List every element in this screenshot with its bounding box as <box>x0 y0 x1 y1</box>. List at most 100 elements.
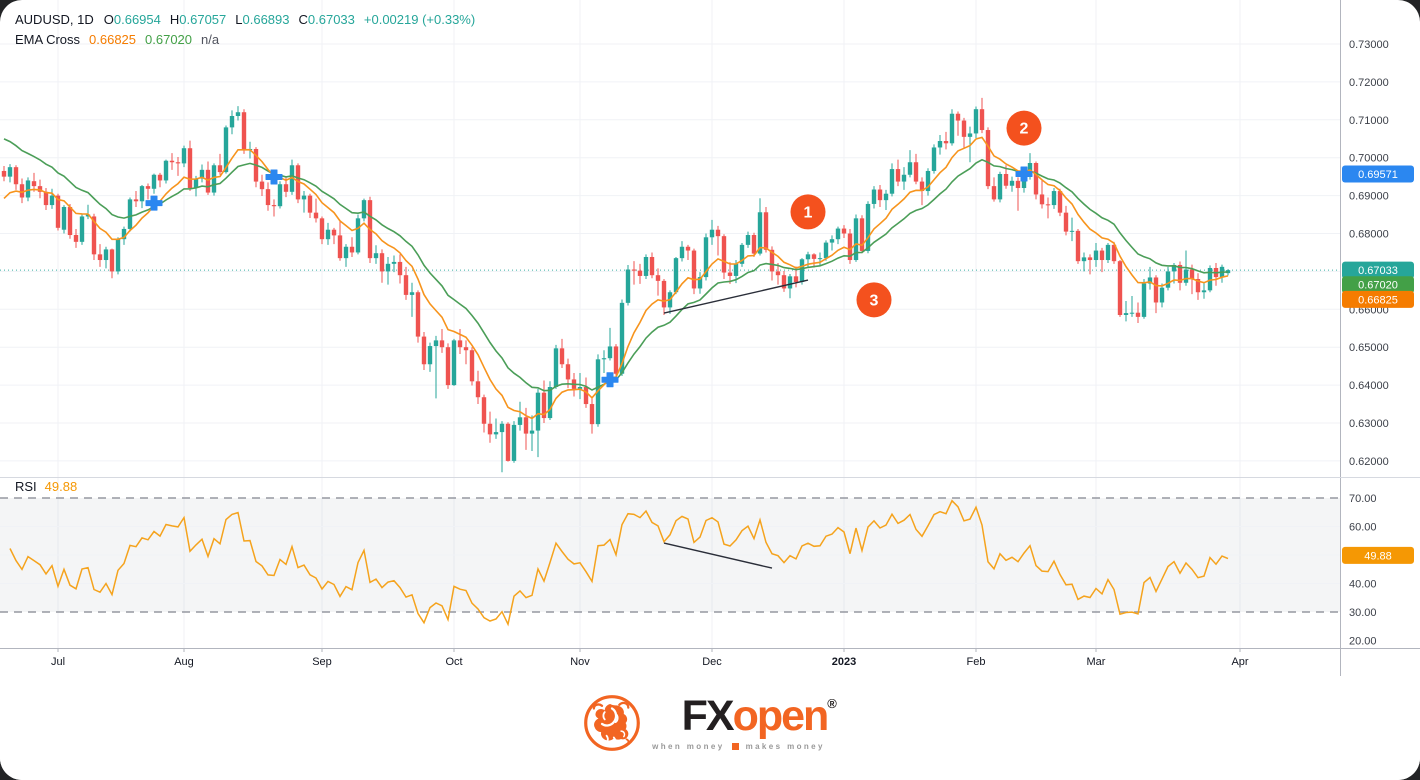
candle-up <box>325 229 331 240</box>
candle-up <box>619 302 625 374</box>
rsi-tick-label: 20.00 <box>1349 636 1377 648</box>
rsi-value-chip <box>1342 546 1414 564</box>
annotation-badge-1 <box>790 194 826 230</box>
candle-up <box>1081 257 1087 262</box>
price-tick-label: 0.71000 <box>1349 115 1389 127</box>
candle-up <box>739 244 745 264</box>
candle-down <box>685 246 691 251</box>
indicator-title[interactable]: EMA Cross <box>15 31 81 47</box>
candle-down <box>307 195 313 213</box>
symbol-legend-row: AUDUSD, 1D O0.66954 H0.67057 L0.66893 C0… <box>15 9 475 29</box>
candle-up <box>709 229 715 238</box>
candlestick-chart[interactable]: 123 0.730000.720000.710000.700000.690000… <box>0 0 1420 676</box>
ema-cross-signal-icon <box>1015 166 1033 182</box>
candle-up <box>733 263 739 276</box>
candle-down <box>13 167 19 185</box>
candle-down <box>445 347 451 386</box>
candle-down <box>487 423 493 435</box>
series-layer <box>0 97 1340 473</box>
candle-down <box>775 271 781 276</box>
time-tick-label: Feb <box>967 656 986 668</box>
candle-down <box>655 275 661 281</box>
candle-up <box>757 212 763 254</box>
candle-up <box>871 189 877 204</box>
candle-up <box>607 346 613 359</box>
candle-down <box>1039 194 1045 205</box>
candle-up <box>163 160 169 181</box>
price-tick-label: 0.68000 <box>1349 229 1389 241</box>
candle-down <box>241 112 247 150</box>
candle-up <box>517 417 523 425</box>
price-label-chip <box>1342 165 1414 183</box>
price-label-chip-text: 0.67033 <box>1358 265 1398 277</box>
candle-up <box>973 109 979 134</box>
annotation-badge-label: 2 <box>1020 121 1029 138</box>
candle-down <box>979 109 985 131</box>
candle-down <box>379 253 385 272</box>
candle-up <box>301 195 307 200</box>
tagline-right: makes money <box>745 742 825 751</box>
price-label-chip-text: 0.66825 <box>1358 294 1398 306</box>
rsi-trendline[interactable] <box>663 542 773 569</box>
candle-up <box>967 133 973 137</box>
candle-down <box>331 229 337 236</box>
candle-down <box>919 181 925 192</box>
candle-down <box>523 417 529 434</box>
annotation-layer: 1 2 3 <box>145 110 1042 569</box>
candle-down <box>73 235 79 242</box>
rsi-line <box>9 499 1229 627</box>
price-tick-label: 0.62000 <box>1349 456 1389 468</box>
candle-up <box>289 165 295 192</box>
fxopen-bull-icon <box>584 695 640 751</box>
brand-fx: FX <box>681 692 735 740</box>
fxopen-logo: FXopen® when money makes money <box>583 694 837 752</box>
candle-down <box>1153 277 1159 303</box>
candle-up <box>1105 244 1111 261</box>
time-tick-label: Jul <box>51 656 65 668</box>
annotation-badge-label: 1 <box>804 204 813 221</box>
fxopen-wordmark: FXopen® when money makes money <box>652 692 837 752</box>
price-trendline[interactable] <box>663 279 809 314</box>
candle-down <box>463 347 469 351</box>
candle-up <box>103 249 109 261</box>
candle-up <box>277 184 283 207</box>
candle-down <box>457 340 463 348</box>
price-label-chip-text: 0.69571 <box>1358 169 1398 181</box>
candle-down <box>403 275 409 295</box>
close-readout: C0.67033 <box>298 11 355 27</box>
candle-up <box>181 148 187 164</box>
candle-down <box>1063 212 1069 232</box>
candle-down <box>661 280 667 308</box>
candle-up <box>7 167 13 177</box>
candle-up <box>529 430 535 434</box>
price-label-chip <box>1342 276 1414 294</box>
candle-down <box>727 272 733 276</box>
time-tick-label: Apr <box>1231 656 1248 668</box>
price-label-chip-text: 0.67020 <box>1358 280 1398 292</box>
candle-up <box>85 214 91 217</box>
candle-up <box>115 239 121 272</box>
candle-down <box>1057 191 1063 213</box>
candle-up <box>193 178 199 189</box>
ema-third-value: n/a <box>201 31 220 47</box>
candle-up <box>997 173 1003 200</box>
candle-down <box>859 218 865 251</box>
candle-up <box>625 269 631 303</box>
candle-down <box>109 249 115 272</box>
ema-fast-value: 0.66825 <box>89 31 137 47</box>
candle-up <box>451 340 457 386</box>
rsi-value-chip-text: 49.88 <box>1364 550 1392 562</box>
candle-down <box>97 254 103 261</box>
candle-down <box>811 254 817 259</box>
symbol-title[interactable]: AUDUSD, 1D <box>15 11 94 27</box>
axis-layer[interactable]: 0.73000 0.72000 0.71000 0.70000 0.69000 0.680… <box>0 0 1420 676</box>
candle-down <box>1177 264 1183 283</box>
rsi-title[interactable]: RSI <box>15 479 37 494</box>
time-tick-label: Aug <box>174 656 194 668</box>
candle-down <box>31 181 37 187</box>
candle-up <box>547 386 553 419</box>
candle-up <box>925 170 931 192</box>
ema-fast-line <box>3 136 1229 420</box>
candle-up <box>853 218 859 261</box>
ema-cross-signal-icon <box>265 169 283 185</box>
